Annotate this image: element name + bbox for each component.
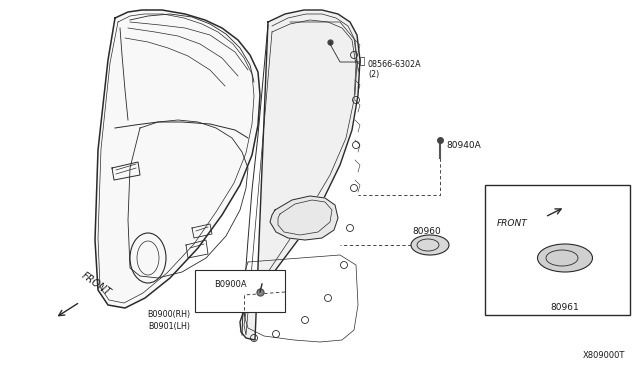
- Text: FRONT: FRONT: [497, 218, 528, 228]
- Ellipse shape: [411, 235, 449, 255]
- Text: FRONT: FRONT: [80, 271, 113, 298]
- Text: X809000T: X809000T: [582, 351, 625, 360]
- Text: B0900A: B0900A: [214, 280, 246, 289]
- Text: 08566-6302A
(2): 08566-6302A (2): [368, 60, 422, 79]
- Text: B0900(RH)
B0901(LH): B0900(RH) B0901(LH): [147, 310, 190, 331]
- Text: 80960: 80960: [412, 227, 441, 236]
- Text: Ⓢ: Ⓢ: [360, 58, 365, 67]
- Polygon shape: [240, 10, 360, 340]
- Ellipse shape: [538, 244, 593, 272]
- Polygon shape: [270, 196, 338, 240]
- Text: 80940A: 80940A: [446, 141, 481, 150]
- Bar: [485, 185, 630, 315]
- Text: 80961: 80961: [550, 303, 579, 312]
- Bar: [195, 270, 285, 312]
- Polygon shape: [95, 10, 260, 308]
